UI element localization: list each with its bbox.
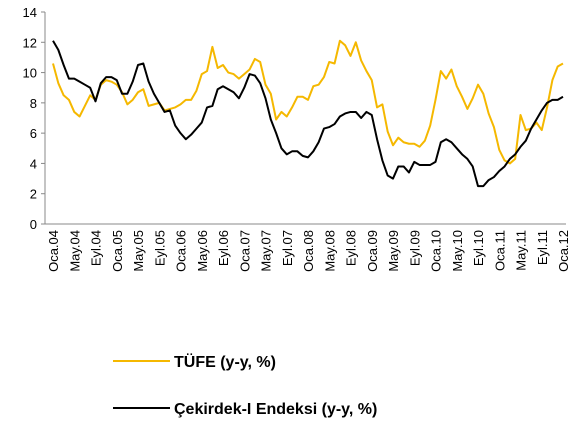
x-tick-label: Eyl.04 [89,230,104,266]
y-tick-label: 8 [30,96,37,111]
series-line [52,40,564,188]
x-tick-label: May.09 [386,230,401,272]
x-tick-label: Oca.09 [365,230,380,272]
x-tick-label: Eyl.09 [407,230,422,266]
x-tick-label: May.04 [67,230,82,272]
x-tick-label: May.07 [259,230,274,272]
x-tick-label: May.11 [514,230,529,271]
x-tick-label: Eyl.05 [152,230,167,266]
x-tick-label: Oca.11 [492,230,507,271]
y-tick-label: 10 [23,66,37,81]
x-tick-label: May.10 [450,230,465,272]
y-tick-label: 14 [23,5,37,20]
y-tick-label: 2 [30,187,37,202]
legend-label: TÜFE (y-y, %) [174,352,276,371]
x-tick-label: May.05 [131,230,146,272]
x-tick-label: Oca.08 [301,230,316,272]
legend-label: Çekirdek-I Endeksi (y-y, %) [174,401,377,418]
x-tick-label: Eyl.10 [471,230,486,266]
x-tick-label: Oca.12 [556,230,571,272]
x-tick-label: Eyl.11 [535,230,550,265]
x-tick-label: May.06 [195,230,210,272]
x-tick-label: Oca.05 [110,230,125,272]
x-tick-label: Oca.10 [429,230,444,272]
x-tick-label: Oca.07 [237,230,252,272]
y-tick-label: 12 [23,35,37,50]
x-tick-label: Eyl.07 [280,230,295,266]
x-tick-label: Eyl.08 [344,230,359,266]
series-line [52,39,564,165]
x-tick-label: Oca.06 [174,230,189,272]
y-tick-label: 4 [30,156,37,171]
y-tick-label: 0 [30,217,37,232]
x-tick-label: Oca.04 [46,230,61,272]
x-tick-label: Eyl.06 [216,230,231,266]
y-tick-label: 6 [30,126,37,141]
x-tick-label: May.08 [322,230,337,272]
